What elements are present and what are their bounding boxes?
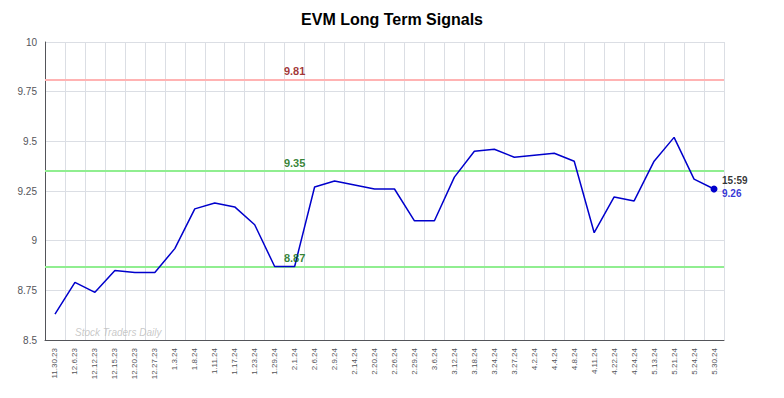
svg-text:3.24.24: 3.24.24 bbox=[490, 347, 499, 374]
svg-text:4.8.24: 4.8.24 bbox=[570, 347, 579, 370]
svg-text:3.12.24: 3.12.24 bbox=[450, 347, 459, 374]
svg-text:9.35: 9.35 bbox=[284, 157, 305, 169]
svg-text:11.30.23: 11.30.23 bbox=[50, 347, 59, 378]
svg-text:8.5: 8.5 bbox=[23, 335, 37, 346]
svg-text:4.22.24: 4.22.24 bbox=[610, 347, 619, 374]
svg-text:2.20.24: 2.20.24 bbox=[370, 347, 379, 374]
svg-text:8.87: 8.87 bbox=[284, 252, 305, 264]
svg-text:2.14.24: 2.14.24 bbox=[350, 347, 359, 374]
svg-text:9.26: 9.26 bbox=[722, 188, 742, 199]
svg-text:3.27.24: 3.27.24 bbox=[510, 347, 519, 374]
svg-text:4.24.24: 4.24.24 bbox=[630, 347, 639, 374]
svg-text:4.4.24: 4.4.24 bbox=[550, 347, 559, 370]
svg-text:3.18.24: 3.18.24 bbox=[470, 347, 479, 374]
svg-text:2.26.24: 2.26.24 bbox=[390, 347, 399, 374]
svg-text:4.2.24: 4.2.24 bbox=[530, 347, 539, 370]
svg-text:4.11.24: 4.11.24 bbox=[590, 347, 599, 374]
svg-text:12.20.23: 12.20.23 bbox=[130, 347, 139, 379]
svg-text:9.5: 9.5 bbox=[23, 136, 37, 147]
svg-text:5.21.24: 5.21.24 bbox=[670, 347, 679, 374]
svg-text:15:59: 15:59 bbox=[722, 175, 748, 186]
svg-text:10: 10 bbox=[26, 37, 38, 48]
svg-text:8.75: 8.75 bbox=[18, 285, 38, 296]
svg-text:12.6.23: 12.6.23 bbox=[70, 347, 79, 374]
svg-text:1.17.24: 1.17.24 bbox=[230, 347, 239, 374]
svg-text:EVM Long Term Signals: EVM Long Term Signals bbox=[301, 11, 483, 28]
svg-text:12.27.23: 12.27.23 bbox=[150, 347, 159, 379]
svg-text:2.6.24: 2.6.24 bbox=[310, 347, 319, 370]
svg-text:9: 9 bbox=[31, 235, 37, 246]
svg-text:Stock Traders Daily: Stock Traders Daily bbox=[75, 327, 163, 338]
svg-text:1.3.24: 1.3.24 bbox=[170, 347, 179, 370]
svg-text:3.6.24: 3.6.24 bbox=[430, 347, 439, 370]
svg-text:9.25: 9.25 bbox=[18, 186, 38, 197]
svg-text:2.29.24: 2.29.24 bbox=[410, 347, 419, 374]
svg-text:1.23.24: 1.23.24 bbox=[250, 347, 259, 374]
svg-text:12.12.23: 12.12.23 bbox=[90, 347, 99, 379]
svg-text:5.24.24: 5.24.24 bbox=[690, 347, 699, 374]
svg-text:5.13.24: 5.13.24 bbox=[650, 347, 659, 374]
svg-text:1.8.24: 1.8.24 bbox=[190, 347, 199, 370]
svg-text:2.1.24: 2.1.24 bbox=[290, 347, 299, 370]
svg-text:2.9.24: 2.9.24 bbox=[330, 347, 339, 370]
svg-text:5.30.24: 5.30.24 bbox=[710, 347, 719, 374]
svg-text:9.75: 9.75 bbox=[18, 86, 38, 97]
svg-text:9.81: 9.81 bbox=[284, 65, 305, 77]
svg-text:1.11.24: 1.11.24 bbox=[210, 347, 219, 374]
svg-text:12.15.23: 12.15.23 bbox=[110, 347, 119, 379]
svg-text:1.29.24: 1.29.24 bbox=[270, 347, 279, 374]
